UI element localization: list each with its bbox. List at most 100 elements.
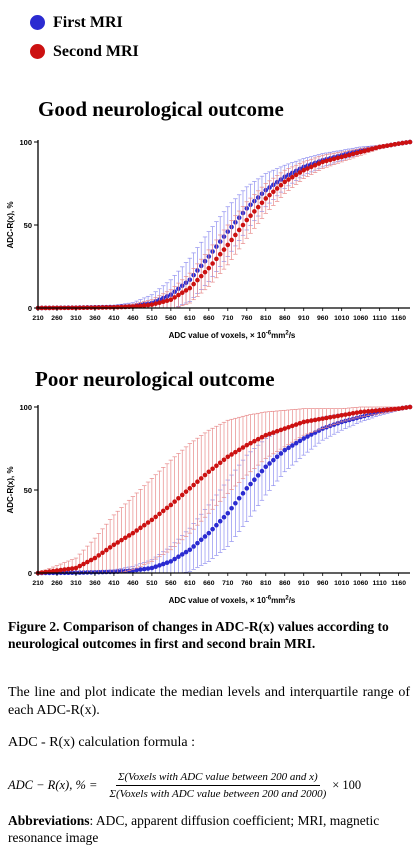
x-tick-label: 460 [127,580,139,587]
data-point [153,301,158,306]
data-point [115,540,121,545]
y-tick-label: 0 [28,304,32,313]
data-point [85,559,90,565]
data-point [309,418,314,423]
formula-intro: ADC - R(x) calculation formula : [8,735,196,750]
data-point [365,409,371,414]
y-tick-label: 100 [19,138,32,147]
data-point [263,196,269,201]
data-point [183,288,189,293]
data-point [358,149,363,155]
data-point [134,528,139,533]
x-tick-label: 410 [108,580,120,587]
data-point [400,405,405,411]
data-point [138,303,143,309]
x-axis-label-superscript: 2 [285,331,289,337]
series-first-mri [35,139,413,311]
data-point [100,550,105,556]
data-point [305,418,310,424]
formula: ADC − R(x), % = Σ(Voxels with ADC value … [8,768,410,802]
data-point [396,141,401,146]
legend-item-first-mri: First MRI [30,8,139,37]
x-tick-label: 810 [260,580,272,587]
x-tick-label: 910 [298,580,310,587]
data-point [278,451,284,456]
x-tick-label: 1060 [353,580,368,587]
data-point [225,510,231,516]
x-axis-label-part: mm [271,331,285,340]
data-point [305,166,310,171]
y-tick-label: 100 [19,403,32,412]
data-point [286,177,291,182]
data-point [104,547,109,553]
x-tick-label: 710 [222,315,234,322]
data-point [343,412,348,417]
formula-denominator: Σ(Voxels with ADC value between 200 and … [109,787,327,800]
data-point [293,440,299,446]
data-point [187,486,193,491]
data-point [96,553,102,558]
x-tick-label: 860 [279,580,291,587]
abbreviations-text: : ADC, apparent diffusion coefficient; M… [8,813,380,845]
data-point [229,505,234,511]
x-axis-label-part: ADC value of voxels, × 10 [169,331,267,340]
data-point [407,139,413,145]
x-tick-label: 910 [298,315,310,322]
data-point [172,295,177,300]
x-tick-label: 460 [127,315,139,322]
data-point [229,452,234,457]
chart-title-good: Good neurological outcome [38,97,284,121]
data-point [252,209,257,214]
x-tick-label: 360 [89,580,101,587]
data-point [354,410,360,415]
data-point [172,556,177,562]
data-point [153,514,158,520]
data-point [107,545,113,550]
data-point [217,518,223,524]
data-point [157,511,162,517]
data-point [312,162,318,168]
formula-lhs: ADC − R(x), % = [8,777,98,792]
x-axis-label: ADC value of voxels, × 10-6mm2/s [169,596,296,606]
data-point [392,142,398,147]
data-point [176,496,181,501]
data-point [346,152,352,158]
data-point [316,416,322,422]
data-point [297,170,303,175]
data-point [168,502,174,508]
data-point [373,408,379,413]
data-point [168,297,174,302]
data-point [293,172,299,178]
data-point [309,164,314,170]
data-point [259,434,265,440]
data-point [316,161,322,166]
x-tick-label: 710 [222,580,234,587]
y-tick-label: 50 [24,486,32,495]
formula-numerator: Σ(Voxels with ADC value between 200 and … [115,771,320,786]
x-tick-label: 310 [70,315,82,322]
x-axis-label-superscript: 2 [285,596,289,602]
data-point [138,567,143,572]
data-point [255,436,261,442]
data-point [346,411,352,417]
data-point [198,476,204,481]
data-point [259,200,265,206]
data-point [407,404,413,410]
data-point [271,189,276,195]
data-point [187,285,193,291]
legend-marker-first-mri [30,15,45,30]
data-point [248,213,253,219]
data-point [210,466,215,472]
data-point [164,560,170,566]
data-point [198,537,204,543]
data-point [331,414,337,419]
data-point [217,460,223,466]
data-point [172,499,177,504]
data-point [149,302,155,307]
data-point [62,567,67,572]
data-point [145,566,151,571]
data-point [214,463,219,469]
data-point [225,242,231,248]
error-bars-first-mri [77,406,405,574]
data-point [141,522,147,528]
